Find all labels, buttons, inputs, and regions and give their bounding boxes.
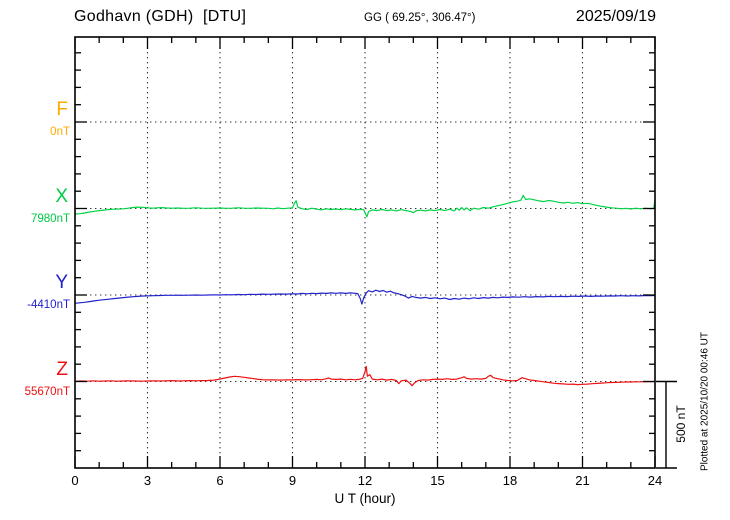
component-baseline-value-z: 55670nT bbox=[24, 385, 70, 398]
x-tick-label: 15 bbox=[430, 473, 445, 488]
trace-X bbox=[74, 194, 656, 218]
x-tick-label: 24 bbox=[647, 473, 663, 488]
vertical-gridlines bbox=[146, 37, 584, 468]
x-tick-label: 6 bbox=[216, 473, 224, 488]
component-label-f: F bbox=[56, 99, 68, 120]
x-tick-label: 18 bbox=[502, 473, 518, 488]
trace-Y bbox=[74, 289, 656, 305]
component-baseline-value-x: 7980nT bbox=[30, 212, 70, 225]
component-baseline-value-f: 0nT bbox=[50, 126, 70, 138]
x-tick-label: 9 bbox=[288, 473, 297, 488]
axis-ticks bbox=[74, 37, 656, 468]
x-tick-label: 12 bbox=[357, 473, 373, 488]
x-tick-label: 3 bbox=[143, 473, 152, 488]
x-tick-label: 0 bbox=[71, 473, 79, 488]
plot-date: 2025/09/19 bbox=[575, 8, 656, 25]
component-label-y: Y bbox=[55, 272, 68, 293]
scale-bar-label: 500 nT bbox=[674, 405, 688, 443]
component-label-z: Z bbox=[56, 358, 68, 380]
component-label-x: X bbox=[55, 185, 68, 207]
trace-Z bbox=[74, 365, 656, 387]
x-tick-label: 21 bbox=[575, 473, 590, 488]
geographic-coordinates: GG ( 69.25°, 306.47°) bbox=[364, 12, 476, 24]
component-baseline-value-y: -4410nT bbox=[27, 299, 70, 311]
scale-bar bbox=[656, 380, 677, 469]
x-axis-label: U T (hour) bbox=[334, 491, 396, 506]
station-title: Godhavn (GDH) [DTU] bbox=[74, 8, 247, 25]
plotted-timestamp: Plotted at 2025/10/20 00:46 UT bbox=[699, 332, 711, 471]
